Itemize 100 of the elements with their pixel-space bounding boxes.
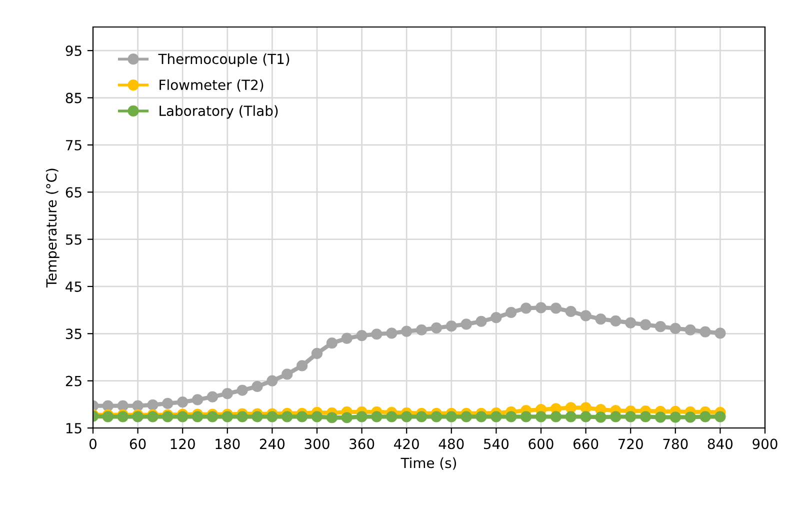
point xyxy=(565,306,576,318)
point xyxy=(192,394,204,406)
point xyxy=(700,326,711,338)
point xyxy=(610,315,622,326)
x-tick-label: 480 xyxy=(438,438,464,450)
x-tick-label: 840 xyxy=(708,438,733,450)
point xyxy=(700,411,711,422)
point xyxy=(311,348,323,360)
point xyxy=(132,400,144,412)
point xyxy=(446,411,457,422)
point xyxy=(147,399,158,410)
point xyxy=(416,411,428,422)
point xyxy=(580,310,592,322)
point xyxy=(430,322,442,334)
point xyxy=(535,411,547,422)
point xyxy=(625,317,636,328)
x-tick-label: 540 xyxy=(484,438,509,450)
point xyxy=(506,411,517,422)
point xyxy=(460,318,472,330)
point xyxy=(341,412,352,424)
point xyxy=(446,320,457,332)
x-tick-label: 900 xyxy=(752,438,778,450)
point xyxy=(565,402,576,414)
point xyxy=(640,411,652,422)
x-tick-label: 180 xyxy=(216,438,240,450)
point xyxy=(654,321,666,332)
point xyxy=(490,312,502,324)
x-tick-label: 660 xyxy=(574,438,598,450)
point xyxy=(252,411,263,422)
point xyxy=(490,411,502,422)
point xyxy=(192,411,204,422)
x-tick-label: 420 xyxy=(394,438,419,450)
point xyxy=(476,316,487,327)
point xyxy=(356,330,368,342)
point xyxy=(670,412,681,423)
x-tick-label: 60 xyxy=(130,438,146,450)
point xyxy=(535,302,547,314)
point xyxy=(296,360,308,372)
y-tick-label: 85 xyxy=(66,92,82,104)
point xyxy=(654,412,666,423)
point xyxy=(595,412,606,423)
y-tick-label: 95 xyxy=(66,46,82,56)
point xyxy=(714,411,726,422)
point xyxy=(550,302,562,314)
x-tick-label: 300 xyxy=(304,438,330,450)
point xyxy=(520,411,532,422)
y-tick-label: 75 xyxy=(66,140,82,150)
y-tick-label: 45 xyxy=(66,282,82,292)
point xyxy=(565,411,576,422)
point xyxy=(117,400,128,412)
point xyxy=(670,322,681,334)
point xyxy=(460,411,472,422)
x-axis-title: Time (s) xyxy=(400,457,456,470)
point xyxy=(371,328,382,340)
point xyxy=(476,411,487,422)
point xyxy=(282,368,293,380)
legend-label: Flowmeter (T2) xyxy=(160,79,264,92)
x-tick-label: 720 xyxy=(618,438,643,450)
point xyxy=(266,375,278,386)
point xyxy=(206,411,218,422)
point xyxy=(580,411,592,422)
point xyxy=(282,411,293,422)
point xyxy=(401,326,412,337)
point xyxy=(684,324,696,336)
point xyxy=(430,411,442,422)
point xyxy=(356,411,368,422)
point xyxy=(296,411,308,422)
x-tick-label: 360 xyxy=(350,438,374,450)
point xyxy=(177,411,188,422)
legend-label: Laboratory (Tlab) xyxy=(160,105,278,119)
point xyxy=(311,411,323,422)
point xyxy=(625,411,636,422)
point xyxy=(326,412,338,424)
x-tick-label: 240 xyxy=(260,438,285,450)
point xyxy=(416,324,428,336)
point xyxy=(714,328,726,339)
point xyxy=(326,338,338,349)
point xyxy=(595,313,606,325)
point xyxy=(266,411,278,422)
x-tick-label: 120 xyxy=(170,438,195,450)
point xyxy=(371,411,382,422)
x-tick-label: 0 xyxy=(89,438,96,450)
point xyxy=(506,306,517,318)
point xyxy=(222,411,233,422)
point xyxy=(206,391,218,402)
point xyxy=(520,302,532,314)
y-axis-title: Temperature (°C) xyxy=(46,168,60,288)
y-tick-label: 35 xyxy=(66,328,82,340)
point xyxy=(684,412,696,423)
point xyxy=(236,411,248,422)
point xyxy=(102,400,114,412)
y-tick-label: 55 xyxy=(66,234,82,245)
point xyxy=(640,319,652,330)
point xyxy=(580,402,592,414)
point xyxy=(386,328,398,339)
point xyxy=(341,332,352,344)
point xyxy=(177,396,188,408)
point xyxy=(401,411,412,422)
point xyxy=(252,380,263,392)
y-tick-label: 65 xyxy=(66,187,82,198)
